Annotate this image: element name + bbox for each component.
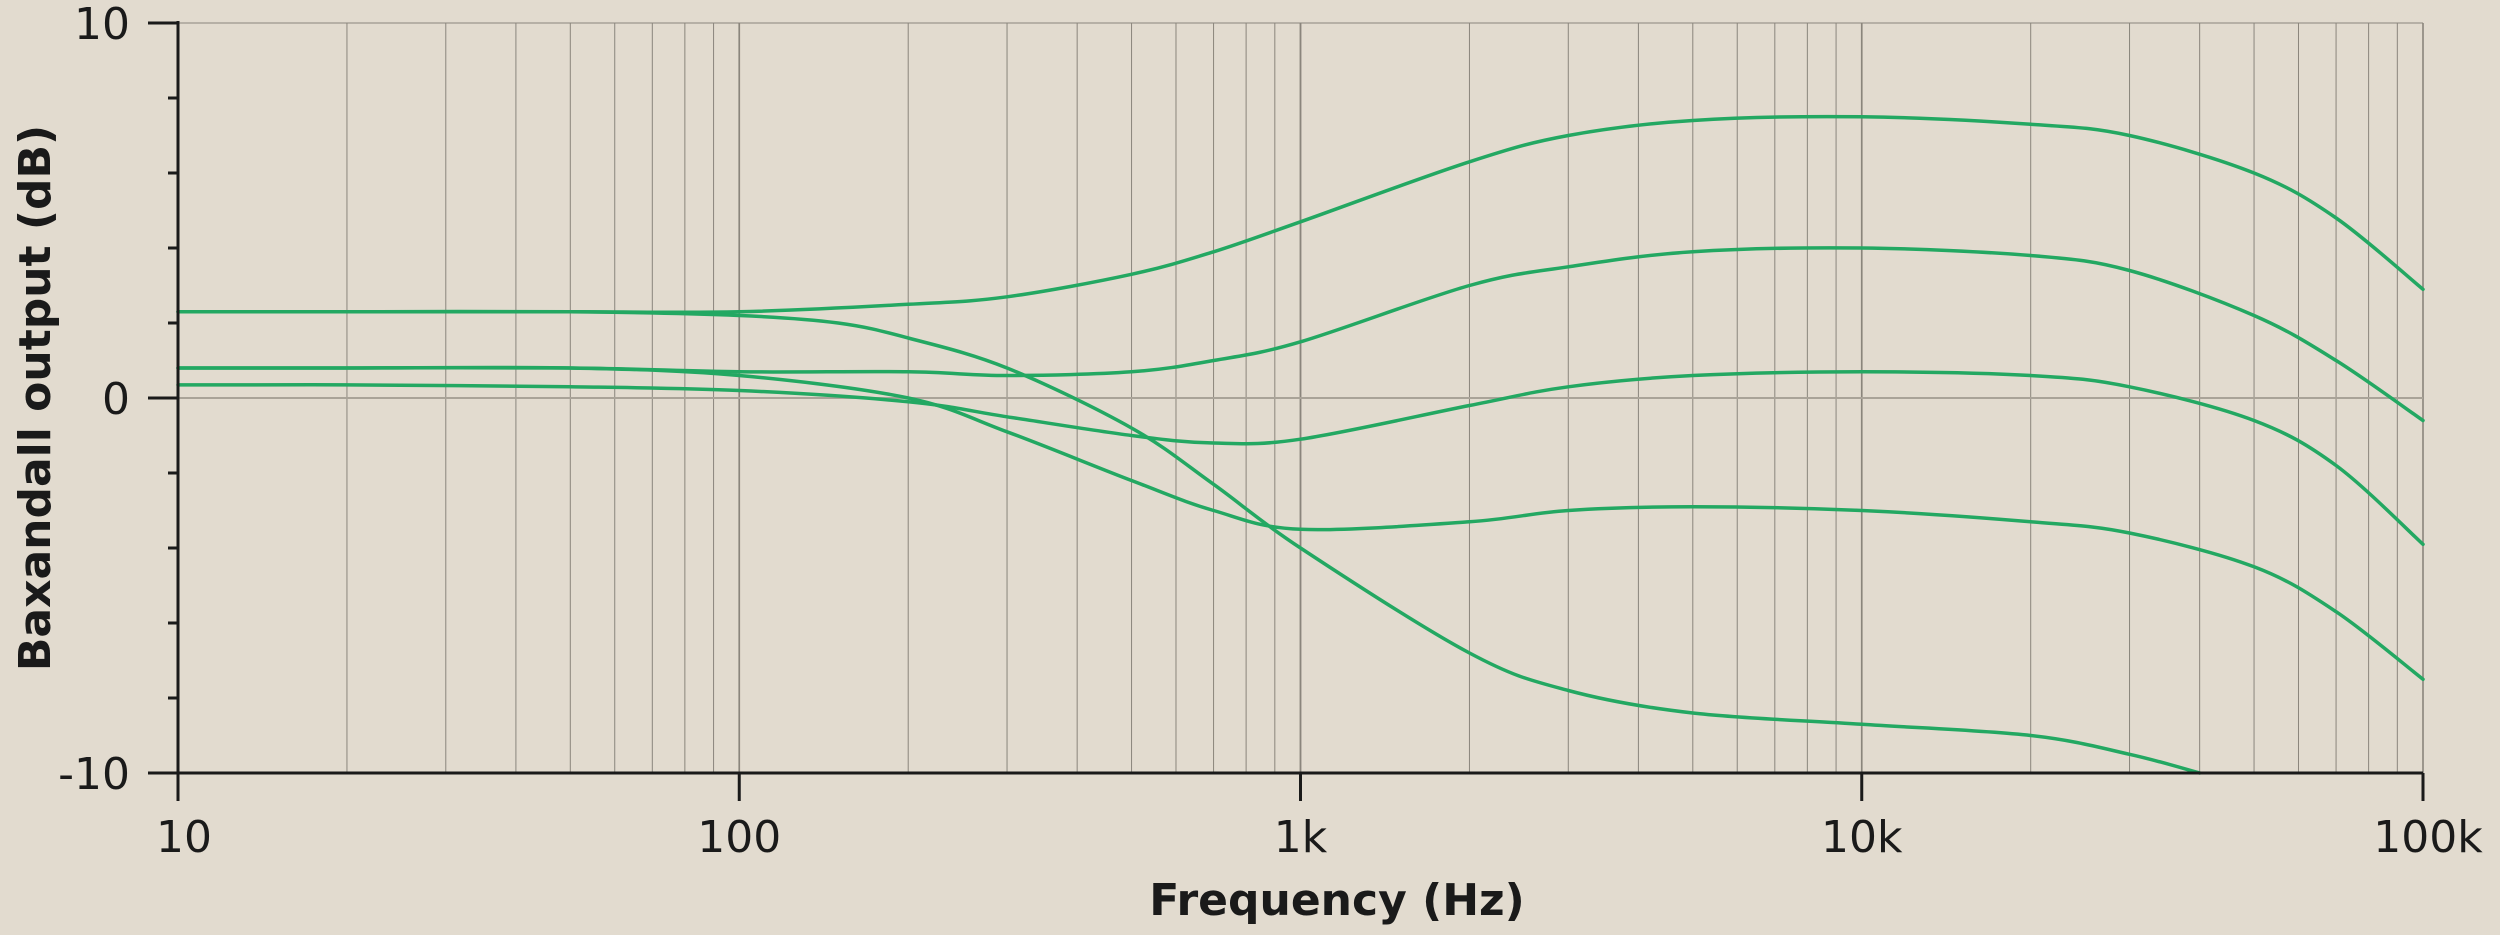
series-lines — [176, 114, 2425, 775]
y-tick-label: -10 — [58, 749, 130, 800]
x-tick-label: 10k — [1821, 812, 1903, 863]
y-axis-title: Baxandall output (dB) — [10, 125, 61, 671]
x-tick-labels: 10 100 1k 10k 100k — [156, 812, 2483, 863]
series-line-5 — [176, 309, 2202, 775]
x-tick-label: 1k — [1274, 812, 1328, 863]
y-tick-label: 0 — [102, 374, 130, 425]
y-tick-labels: 10 0 -10 — [58, 0, 130, 800]
x-tick-label: 100k — [2373, 812, 2483, 863]
y-tick-label: 10 — [74, 0, 130, 50]
series-line-3 — [176, 370, 2425, 547]
x-tick-label: 10 — [156, 812, 212, 863]
x-axis-title: Frequency (Hz) — [1149, 875, 1525, 926]
series-line-4 — [176, 365, 2425, 682]
axes — [148, 21, 2425, 801]
x-tick-label: 100 — [697, 812, 781, 863]
